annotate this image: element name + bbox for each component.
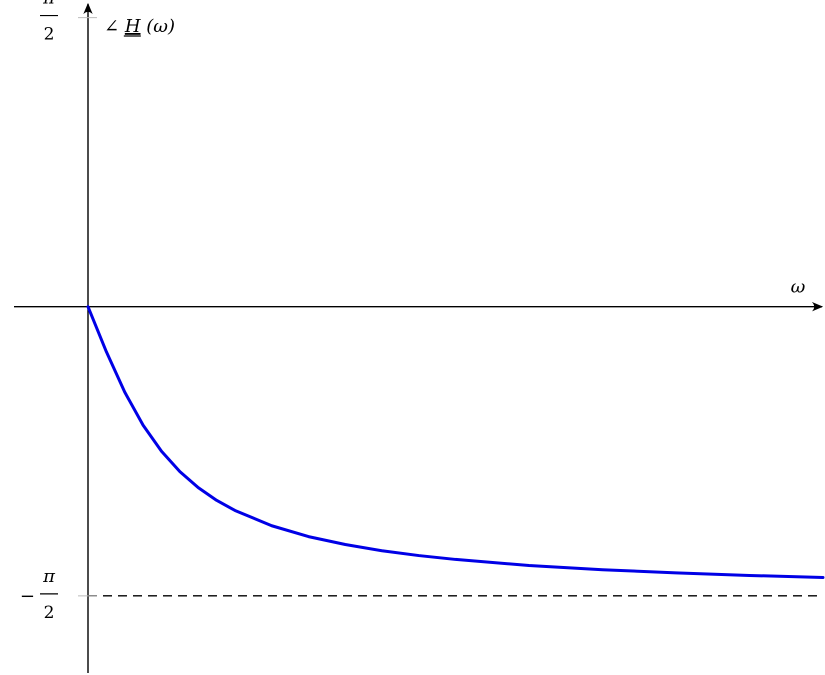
x-axis-label: ω	[791, 277, 806, 298]
y-tick-minus-pi-over-2: − π 2	[20, 566, 97, 623]
y-axis-label-angle: ∠	[104, 16, 119, 37]
y-axis-label-var: H	[124, 16, 141, 37]
y-tick-sign: −	[20, 586, 35, 607]
y-tick-denominator: 2	[44, 603, 55, 623]
y-tick-numerator: π	[42, 566, 56, 587]
y-axis-label-arg: (ω)	[146, 16, 175, 37]
y-axis-label: ∠ H (ω)	[104, 16, 175, 37]
y-tick-denominator: 2	[44, 25, 55, 45]
phase-curve	[86, 305, 825, 579]
y-tick-pi-over-2: π 2	[40, 0, 97, 45]
y-tick-numerator: π	[42, 0, 56, 9]
